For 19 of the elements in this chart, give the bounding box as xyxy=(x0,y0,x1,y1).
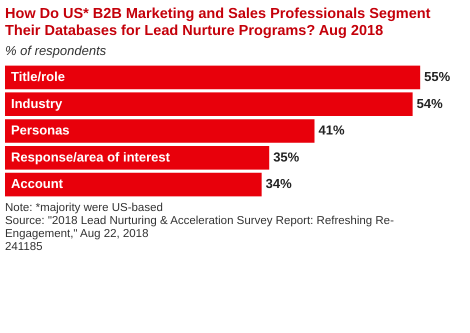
source-note: Source: "2018 Lead Nurturing & Acceleration Survey Report: Refreshing Re-Engagement," Aug 22, 2018 xyxy=(5,215,395,241)
bar xyxy=(5,172,262,196)
bar xyxy=(5,66,420,90)
text: 241185 xyxy=(5,241,44,254)
bar xyxy=(5,92,413,116)
y-tick-label: Title/role xyxy=(11,68,65,84)
y-tick-label: Account xyxy=(11,176,64,192)
data-label: 34% xyxy=(266,176,292,192)
chart-title: How Do US* B2B Marketing and Sales Professionals Segment Their Databases for Lead Nurture Programs? Aug 2018 xyxy=(4,5,432,40)
y-tick-label: Response/area of interest xyxy=(11,149,171,164)
data-label: 35% xyxy=(273,149,300,164)
data-label: 41% xyxy=(318,122,345,138)
bar xyxy=(5,119,314,143)
chart-subtitle: % of respondents xyxy=(4,42,108,60)
text: Note: *majority were US-based xyxy=(5,202,164,215)
data-label: 55% xyxy=(424,68,451,84)
y-tick-label: Personas xyxy=(11,122,70,138)
y-tick-label: Industry xyxy=(11,96,64,111)
data-label: 54% xyxy=(416,96,444,111)
